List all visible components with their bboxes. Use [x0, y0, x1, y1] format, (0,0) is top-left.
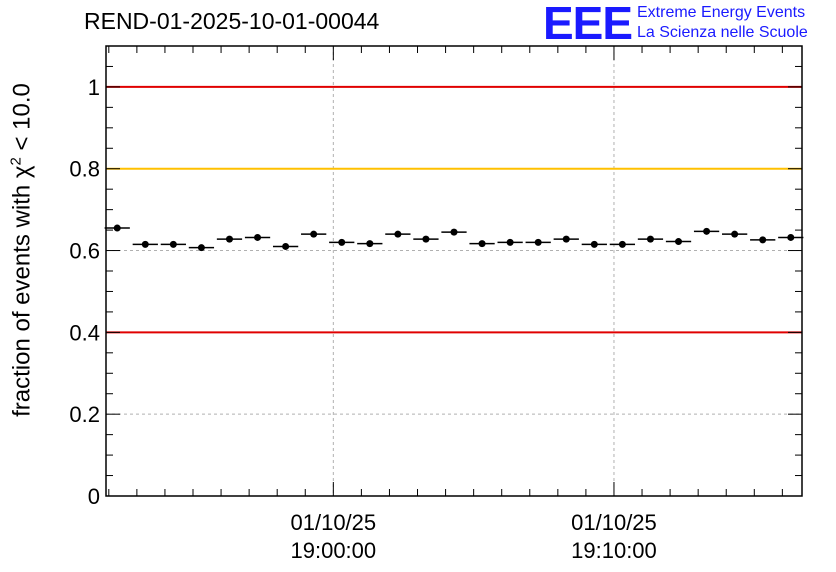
data-point-marker — [703, 227, 711, 235]
data-point — [385, 230, 411, 238]
data-point-marker — [787, 233, 795, 241]
y-tick-label: 0 — [88, 484, 100, 509]
data-point — [553, 235, 579, 243]
y-tick-label: 0.4 — [69, 320, 100, 345]
x-tick-label-time: 19:10:00 — [571, 538, 657, 563]
x-tick-label-time: 19:00:00 — [291, 538, 377, 563]
data-point — [497, 238, 523, 246]
data-point-marker — [506, 238, 514, 246]
data-point — [637, 235, 664, 243]
logo-line-1: Extreme Energy Events — [637, 4, 806, 21]
data-point — [357, 240, 383, 248]
data-point — [132, 240, 158, 248]
x-tick-label-date: 01/10/25 — [571, 510, 657, 535]
data-point — [160, 240, 186, 248]
data-point-marker — [254, 233, 262, 241]
data-point-marker — [450, 228, 458, 236]
y-tick-label: 1 — [88, 75, 100, 100]
data-point-marker — [366, 240, 374, 248]
data-point-marker — [478, 240, 486, 248]
reference-lines — [106, 85, 802, 334]
data-point — [525, 238, 551, 246]
axes: 0 0.2 0.4 0.6 0.8 1 01/10/25 19:00:00 01/10/25 19… — [69, 45, 803, 563]
data-point-marker — [675, 238, 683, 246]
data-point — [104, 224, 130, 232]
data-point — [609, 240, 636, 248]
data-point — [188, 244, 215, 252]
data-point-marker — [618, 240, 626, 248]
data-point-marker — [422, 235, 430, 243]
data-point-marker — [646, 235, 654, 243]
data-point — [413, 235, 439, 243]
data-point-marker — [394, 230, 402, 238]
data-point-marker — [113, 224, 121, 232]
data-point — [329, 238, 355, 246]
data-point-marker — [590, 240, 598, 248]
data-point — [722, 230, 748, 238]
data-point-marker — [338, 238, 346, 246]
logo-caption: Extreme Energy Events La Scienza nelle S… — [637, 3, 808, 43]
data-point — [581, 240, 607, 248]
data-point-marker — [562, 235, 570, 243]
y-tick-label: 0.6 — [69, 239, 100, 264]
data-point-marker — [310, 230, 318, 238]
plot-frame — [105, 45, 803, 497]
data-point — [301, 230, 327, 238]
data-point-marker — [169, 240, 177, 248]
logo-line-2: La Scienza nelle Scuole — [637, 24, 808, 41]
y-tick-label: 0.2 — [69, 402, 100, 427]
data-points — [104, 224, 804, 252]
data-point — [778, 233, 804, 241]
data-point-marker — [534, 238, 542, 246]
x-tick-label-date: 01/10/25 — [291, 510, 377, 535]
data-point-marker — [197, 244, 205, 252]
grid-layer — [106, 46, 802, 496]
data-point — [469, 240, 495, 248]
data-point-marker — [731, 230, 739, 238]
data-point — [244, 233, 271, 241]
data-point — [665, 238, 692, 246]
chart-title: REND-01-2025-10-01-00044 — [84, 8, 380, 34]
eee-logo: EEE — [543, 0, 633, 49]
data-point-marker — [282, 242, 290, 250]
data-point — [216, 235, 243, 243]
data-point — [693, 227, 720, 235]
data-point — [750, 236, 776, 244]
data-point — [441, 228, 467, 236]
y-tick-label: 0.8 — [69, 157, 100, 182]
data-point-marker — [141, 240, 149, 248]
data-point-marker — [225, 235, 233, 243]
data-point — [272, 242, 299, 250]
data-point-marker — [759, 236, 767, 244]
